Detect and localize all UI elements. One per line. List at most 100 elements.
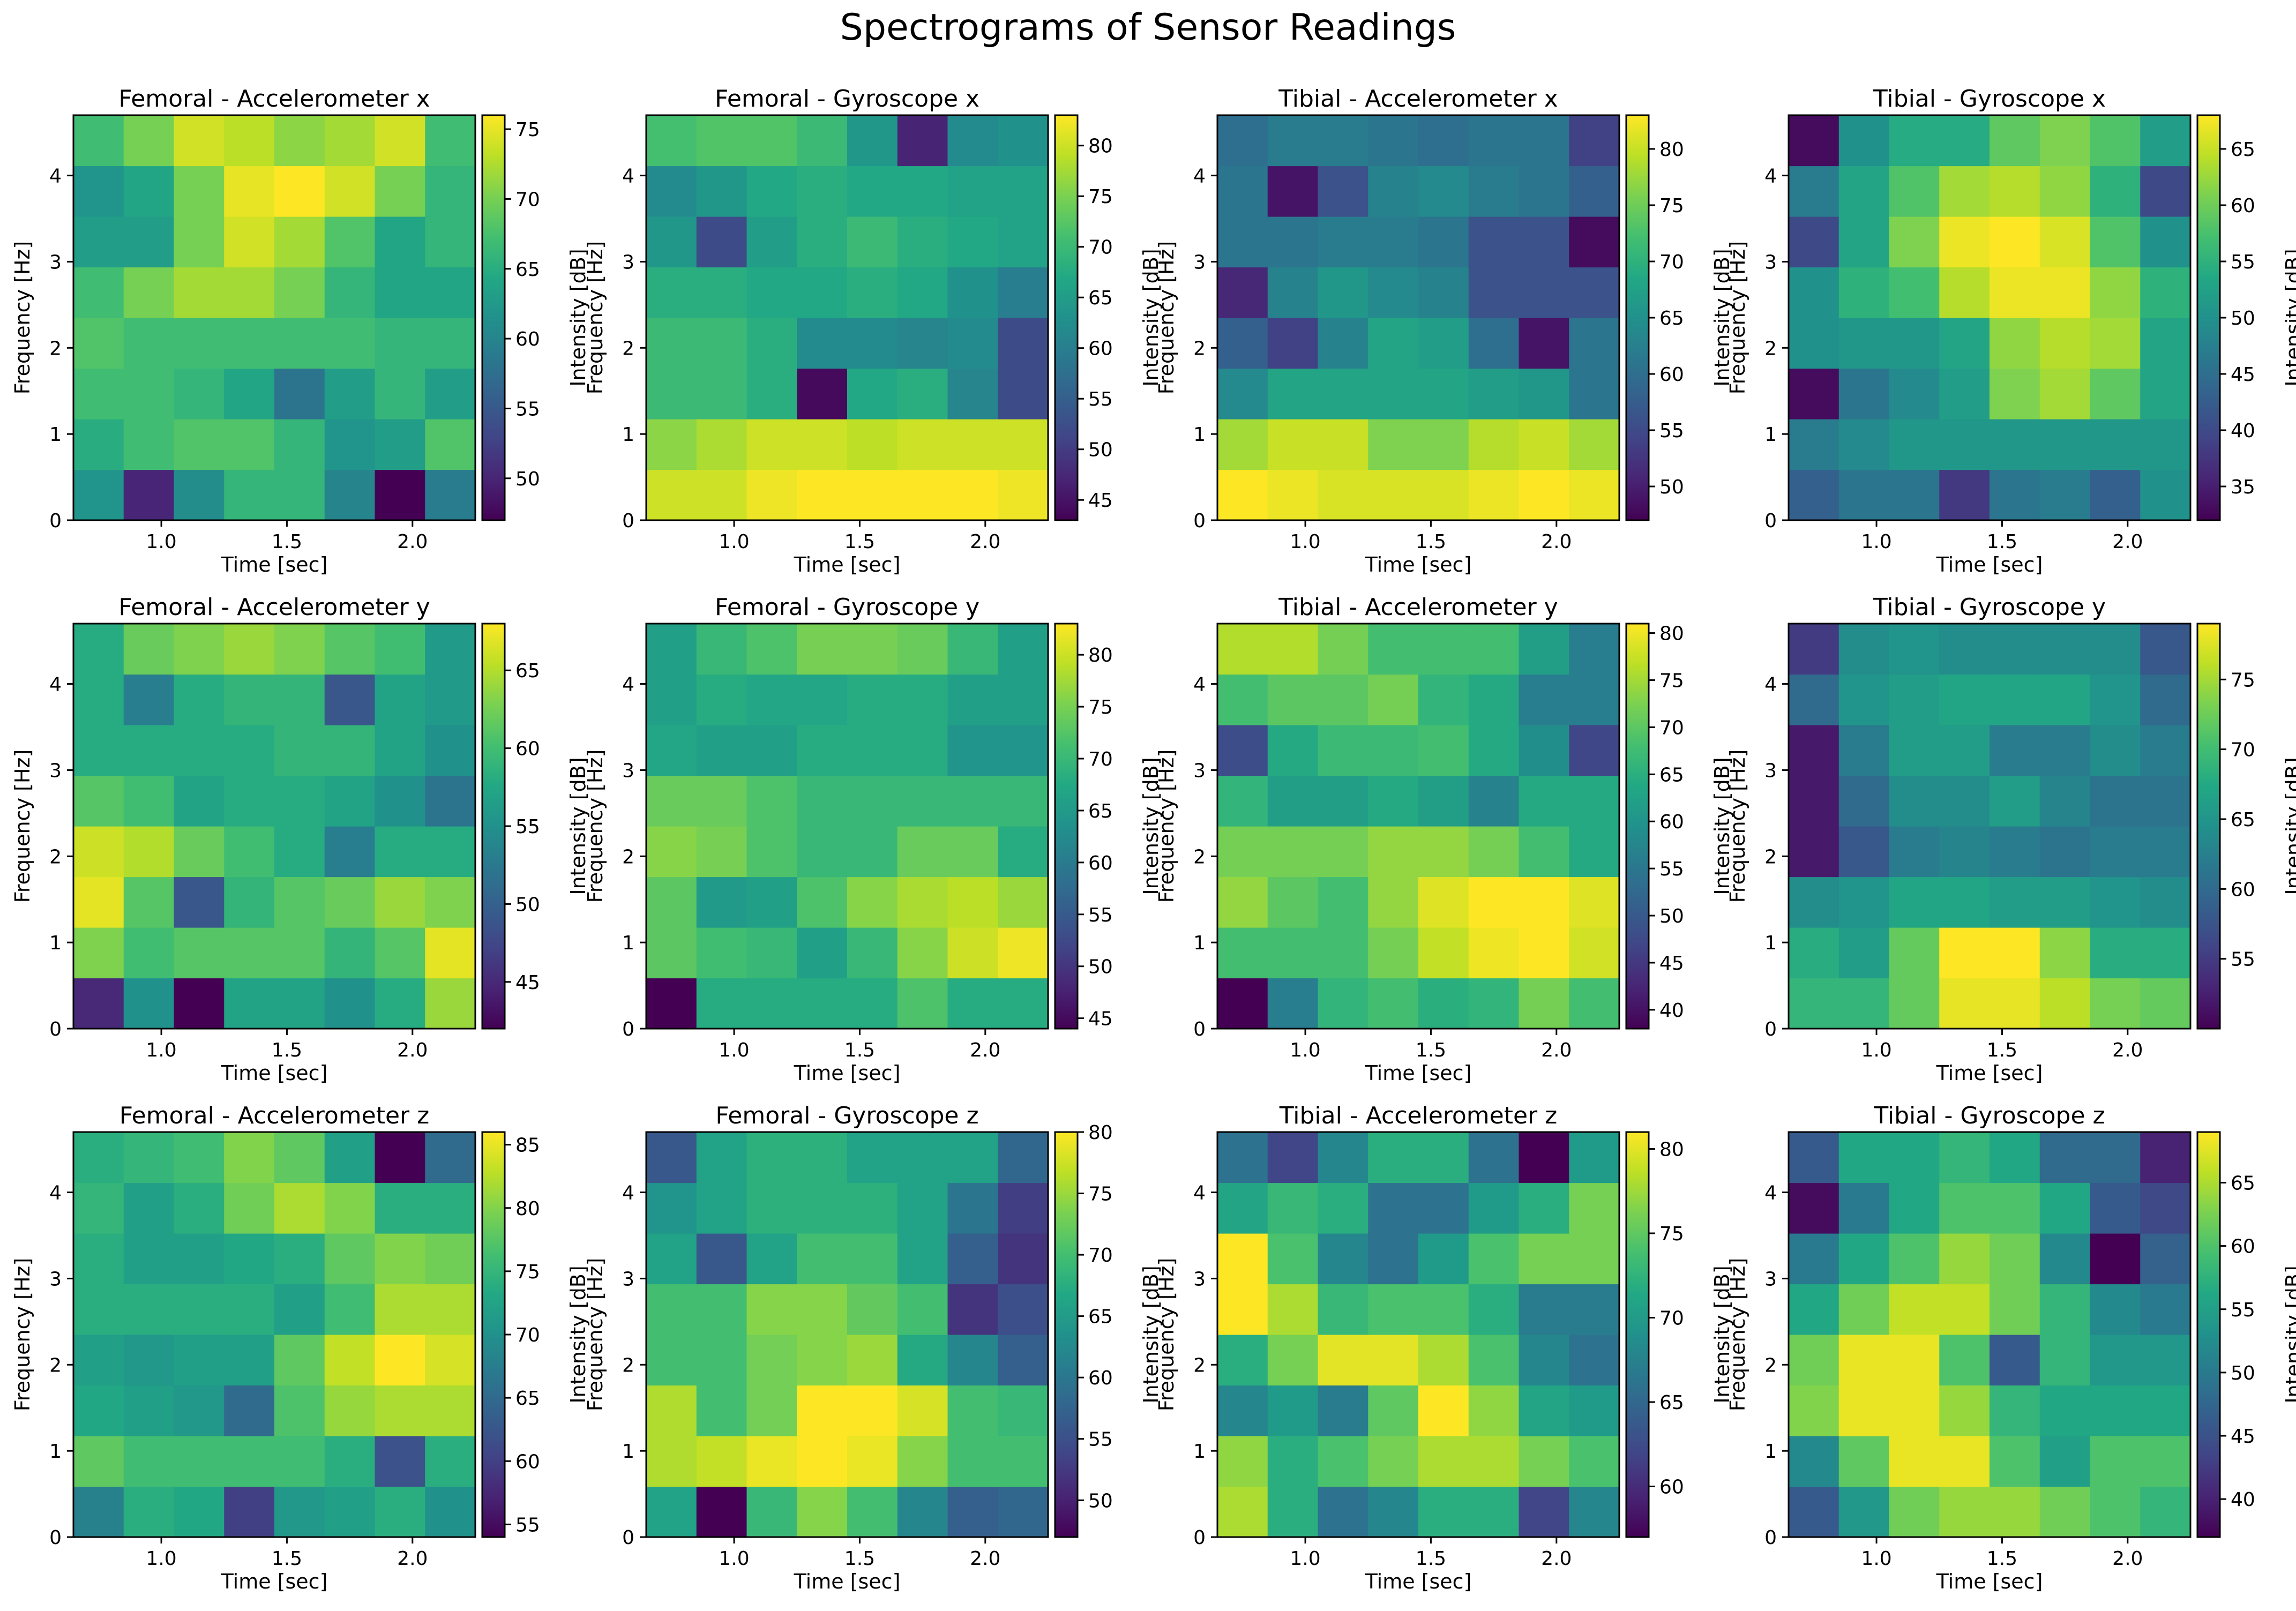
heatmap-cell xyxy=(1368,1436,1419,1487)
x-tick-label: 1.5 xyxy=(844,531,875,553)
heatmap-cell xyxy=(224,978,275,1029)
heatmap-cell xyxy=(375,166,425,217)
heatmap-cell xyxy=(174,469,225,521)
heatmap-cell xyxy=(696,1385,747,1436)
heatmap-cell xyxy=(324,927,376,979)
heatmap-cell xyxy=(1889,876,1940,928)
colorbar-tick-label: 70 xyxy=(515,1324,540,1346)
heatmap-cell xyxy=(797,927,848,979)
heatmap-cell xyxy=(2039,927,2091,979)
heatmap-cell xyxy=(324,826,376,878)
heatmap-cell xyxy=(1838,1486,1890,1538)
heatmap-cell xyxy=(2140,1385,2191,1436)
colorbar xyxy=(481,114,506,521)
spectrogram-panel: Tibial - Accelerometer z 1.0 1.5 2.0 Time [s… xyxy=(1155,1102,1734,1593)
y-tick-label: 3 xyxy=(622,251,634,273)
heatmap-cell xyxy=(2039,216,2091,268)
heatmap-cell xyxy=(947,978,998,1029)
subplot-title: Tibial - Gyroscope y xyxy=(1873,594,2106,621)
heatmap-cell xyxy=(174,1385,225,1436)
heatmap-cell xyxy=(1368,368,1419,419)
y-axis-label: Frequency [Hz] xyxy=(1155,750,1178,903)
heatmap-cell xyxy=(425,826,476,878)
heatmap-cell xyxy=(1838,318,1890,369)
heatmap-cell xyxy=(1418,725,1469,776)
heatmap-cell xyxy=(123,1335,175,1386)
heatmap-cell xyxy=(1889,267,1940,318)
x-tick-label: 2.0 xyxy=(2112,531,2143,553)
heatmap-cell xyxy=(1418,1233,1469,1285)
y-tick-label: 1 xyxy=(1764,1441,1777,1463)
colorbar-tick-label: 80 xyxy=(1659,139,1684,161)
heatmap-cell xyxy=(1519,927,1569,979)
y-tick-label: 1 xyxy=(1764,932,1777,954)
heatmap-cell xyxy=(998,1132,1049,1183)
x-axis-label: Time [sec] xyxy=(221,1061,328,1085)
heatmap-cell xyxy=(897,674,948,725)
colorbar-tick-label: 60 xyxy=(515,328,540,350)
heatmap-cell xyxy=(1789,1233,1839,1285)
heatmap-cell xyxy=(2140,1436,2191,1487)
heatmap-cell xyxy=(847,115,898,167)
heatmap-cell xyxy=(1519,166,1569,217)
heatmap-cell xyxy=(947,1335,998,1386)
y-axis-label: Frequency [Hz] xyxy=(1726,1258,1749,1412)
heatmap-cell xyxy=(1990,876,2040,928)
heatmap-cell xyxy=(73,927,124,979)
colorbar-tick-label: 60 xyxy=(1659,811,1684,833)
colorbar-tick-label: 55 xyxy=(1088,904,1113,926)
figure-title: Spectrograms of Sensor Readings xyxy=(840,6,1456,49)
heatmap-cell xyxy=(1569,1182,1620,1234)
heatmap-cell xyxy=(897,826,948,878)
heatmap-cell xyxy=(746,115,797,167)
heatmap-cell xyxy=(1519,1385,1569,1436)
heatmap-cell xyxy=(847,1335,898,1386)
heatmap-cell xyxy=(1418,927,1469,979)
heatmap-cells xyxy=(1217,115,1620,521)
heatmap-cell xyxy=(1889,1486,1940,1538)
heatmap-cell xyxy=(1990,419,2040,470)
heatmap-cell xyxy=(324,1486,376,1538)
heatmap-cell xyxy=(1939,1335,1990,1386)
heatmap-cell xyxy=(1889,927,1940,979)
heatmap-cell xyxy=(1468,876,1520,928)
y-tick-label: 0 xyxy=(49,510,62,532)
heatmap-cell xyxy=(797,978,848,1029)
heatmap-cell xyxy=(1368,1182,1419,1234)
heatmap-cell xyxy=(797,876,848,928)
y-tick-label: 4 xyxy=(1193,166,1206,188)
heatmap-cell xyxy=(1217,1132,1268,1183)
heatmap-cell xyxy=(1418,775,1469,827)
heatmap-cell xyxy=(1217,1486,1268,1538)
heatmap-cell xyxy=(73,318,124,369)
heatmap-cell xyxy=(696,318,747,369)
heatmap-cell xyxy=(224,775,275,827)
heatmap-cell xyxy=(1569,725,1620,776)
heatmap-cell xyxy=(998,469,1049,521)
y-tick-label: 2 xyxy=(1764,846,1777,868)
heatmap-cell xyxy=(1789,267,1839,318)
heatmap-cell xyxy=(1889,166,1940,217)
heatmap-cell xyxy=(2039,419,2091,470)
heatmap-cell xyxy=(2039,876,2091,928)
colorbar-tick-label: 50 xyxy=(1088,1490,1113,1512)
colorbar-tick-label: 75 xyxy=(1659,1223,1684,1245)
colorbar-tick-label: 80 xyxy=(1659,1139,1684,1161)
heatmap-cell xyxy=(224,674,275,725)
heatmap-cell xyxy=(1939,166,1990,217)
colorbar xyxy=(1625,1131,1650,1538)
heatmap-cell xyxy=(1318,1436,1368,1487)
colorbar-tick-label: 75 xyxy=(1659,195,1684,217)
heatmap-cell xyxy=(2140,419,2191,470)
heatmap-cell xyxy=(274,166,325,217)
heatmap-cell xyxy=(1368,624,1419,675)
y-tick-label: 1 xyxy=(622,932,634,954)
colorbar-tick-label: 65 xyxy=(1088,800,1113,822)
colorbar-tick-label: 50 xyxy=(515,468,540,490)
heatmap-cell xyxy=(1569,1436,1620,1487)
heatmap-cell xyxy=(2090,216,2141,268)
heatmap-cell xyxy=(123,978,175,1029)
heatmap-cell xyxy=(1318,368,1368,419)
